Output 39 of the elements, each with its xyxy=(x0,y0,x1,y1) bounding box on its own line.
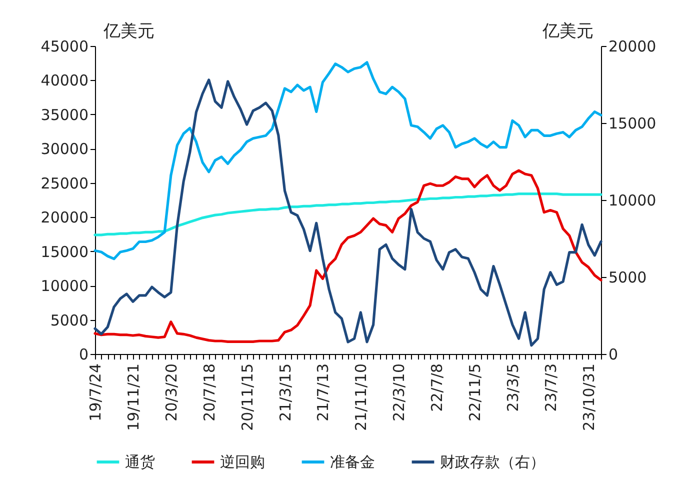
x-tick-label: 19/7/24 xyxy=(86,364,104,422)
x-tick-label: 22/7/8 xyxy=(428,364,446,412)
y-tick-label: 35000 xyxy=(40,106,88,124)
x-tick-label: 21/11/10 xyxy=(352,364,370,431)
line-series xyxy=(94,192,602,236)
x-tick-label: 21/7/13 xyxy=(314,364,332,422)
x-tick-label: 20/11/15 xyxy=(238,364,256,431)
y2-tick-label: 10000 xyxy=(608,192,656,210)
y-tick-label: 25000 xyxy=(40,174,88,192)
y2-tick-label: 0 xyxy=(608,346,618,364)
x-tick-label: 22/11/5 xyxy=(466,364,484,422)
legend-label: 财政存款（右） xyxy=(440,453,545,471)
y-tick-label: 30000 xyxy=(40,140,88,158)
x-tick-label: 19/11/21 xyxy=(124,364,142,431)
y-tick-label: 20000 xyxy=(40,208,88,227)
x-tick-label: 20/3/20 xyxy=(162,364,180,422)
y-tick-label: 45000 xyxy=(40,38,88,56)
y-axis-title: 亿美元 xyxy=(102,22,154,42)
y-tick-label: 0 xyxy=(78,346,88,364)
y-tick-label: 15000 xyxy=(40,242,88,261)
line-series xyxy=(94,169,602,343)
y2-tick-label: 20000 xyxy=(608,38,656,56)
legend-label: 通货 xyxy=(125,453,155,471)
y2-tick-label: 15000 xyxy=(608,114,656,132)
line-series xyxy=(94,61,602,260)
y2-axis-title: 亿美元 xyxy=(542,22,594,42)
x-tick-label: 23/7/3 xyxy=(542,364,560,412)
x-tick-label: 23/3/5 xyxy=(504,364,522,412)
line-series xyxy=(94,78,602,347)
y-tick-label: 5000 xyxy=(50,311,88,330)
x-tick-label: 20/7/18 xyxy=(200,364,218,422)
y-tick-label: 40000 xyxy=(40,72,88,90)
y-tick-label: 10000 xyxy=(40,277,88,296)
legend-label: 准备金 xyxy=(330,453,375,471)
x-tick-label: 23/10/31 xyxy=(580,364,598,431)
x-tick-label: 21/3/15 xyxy=(276,364,294,422)
legend-label: 逆回购 xyxy=(220,453,265,471)
y2-tick-label: 5000 xyxy=(608,268,647,286)
x-tick-label: 22/3/10 xyxy=(390,364,408,422)
